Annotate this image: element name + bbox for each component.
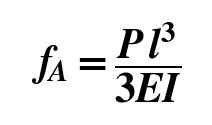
Text: $\mathbf{\mathit{f}}_{\!\mathbf{\mathit{A}}} = \dfrac{\mathbf{\mathit{P}}\,\math: $\mathbf{\mathit{f}}_{\!\mathbf{\mathit{… xyxy=(31,20,181,105)
